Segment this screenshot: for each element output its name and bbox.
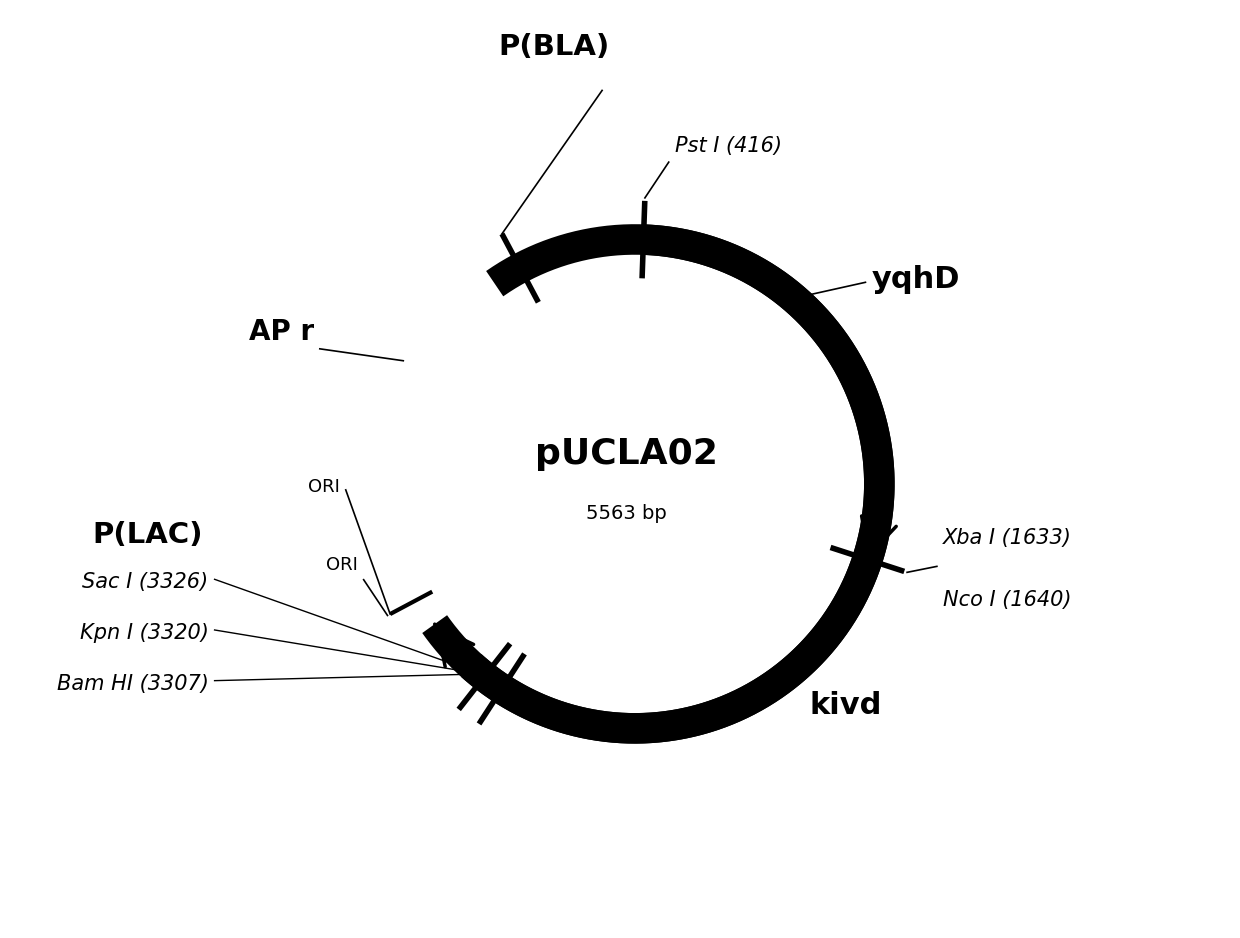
Text: Bam HI (3307): Bam HI (3307) [57,673,208,693]
Text: ORI: ORI [326,555,357,574]
Text: Sac I (3326): Sac I (3326) [83,572,208,592]
Text: ORI: ORI [308,477,340,496]
Text: Pst I (416): Pst I (416) [675,136,781,156]
Text: Kpn I (3320): Kpn I (3320) [79,623,208,643]
Text: P(BLA): P(BLA) [498,33,610,61]
Text: P(LAC): P(LAC) [92,521,202,549]
Text: Nco I (1640): Nco I (1640) [942,590,1071,611]
Text: yqhD: yqhD [872,265,960,294]
Text: AP r: AP r [249,318,314,346]
Text: pUCLA02: pUCLA02 [534,437,718,471]
Text: 5563 bp: 5563 bp [585,505,666,523]
Text: Xba I (1633): Xba I (1633) [942,528,1071,549]
Text: kivd: kivd [810,691,882,720]
